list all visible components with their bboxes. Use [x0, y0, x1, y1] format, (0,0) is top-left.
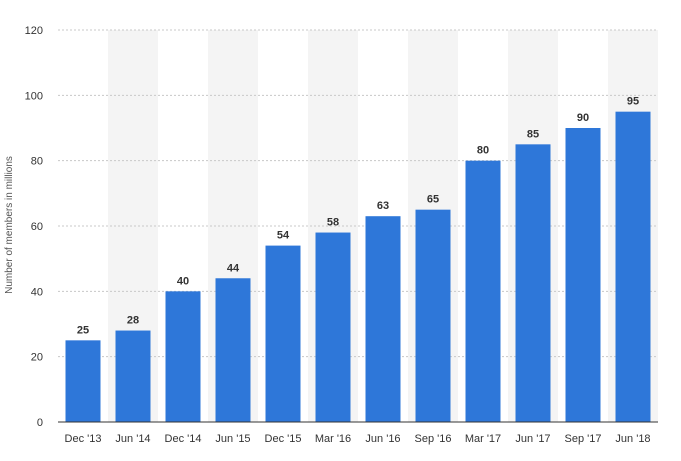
- y-axis-title: Number of members in millions: [4, 156, 15, 294]
- x-tick-label: Mar '16: [315, 433, 351, 445]
- y-tick-label: 0: [37, 417, 43, 429]
- data-label: 44: [227, 262, 240, 274]
- y-tick-label: 100: [25, 90, 43, 102]
- bar: [215, 278, 251, 422]
- data-label: 58: [327, 217, 339, 229]
- y-axis-ticks: 0 20 40 60 80 100 120: [25, 25, 43, 429]
- gridlines: [58, 29, 658, 358]
- bar: [115, 330, 151, 422]
- x-tick-label: Jun '17: [515, 433, 550, 445]
- data-labels: 25 28 40 44 54 58 63 65 80 85 90 95: [77, 96, 639, 337]
- x-tick-label: Dec '13: [65, 433, 102, 445]
- bar: [465, 160, 501, 422]
- x-tick-label: Jun '18: [615, 433, 650, 445]
- bars: [65, 111, 651, 423]
- x-tick-label: Sep '17: [565, 433, 602, 445]
- bar: [565, 128, 601, 422]
- data-label: 63: [377, 200, 389, 212]
- data-label: 80: [477, 145, 489, 157]
- data-label: 95: [627, 96, 639, 108]
- bar: [315, 232, 351, 422]
- y-tick-label: 60: [31, 221, 43, 233]
- x-tick-label: Sep '16: [415, 433, 452, 445]
- x-tick-label: Dec '15: [265, 433, 302, 445]
- bar: [365, 216, 401, 422]
- y-tick-label: 40: [31, 286, 43, 298]
- data-label: 25: [77, 324, 89, 336]
- bar: [265, 245, 301, 422]
- data-label: 65: [427, 194, 439, 206]
- data-label: 54: [277, 230, 290, 242]
- data-label: 40: [177, 275, 189, 287]
- x-tick-label: Jun '16: [365, 433, 400, 445]
- data-label: 28: [127, 315, 139, 327]
- y-tick-label: 120: [25, 25, 43, 37]
- x-tick-label: Jun '14: [115, 433, 150, 445]
- bar: [515, 144, 551, 423]
- x-tick-label: Dec '14: [165, 433, 202, 445]
- bar: [415, 209, 451, 422]
- x-axis-ticks: Dec '13 Jun '14 Dec '14 Jun '15 Dec '15 Mar '…: [65, 433, 651, 445]
- data-label: 90: [577, 112, 589, 124]
- x-tick-label: Mar '17: [465, 433, 501, 445]
- y-tick-label: 80: [31, 156, 43, 168]
- bar: [65, 340, 101, 422]
- y-tick-label: 20: [31, 352, 43, 364]
- bar: [615, 111, 651, 423]
- data-label: 85: [527, 128, 539, 140]
- bar: [165, 291, 201, 422]
- x-tick-label: Jun '15: [215, 433, 250, 445]
